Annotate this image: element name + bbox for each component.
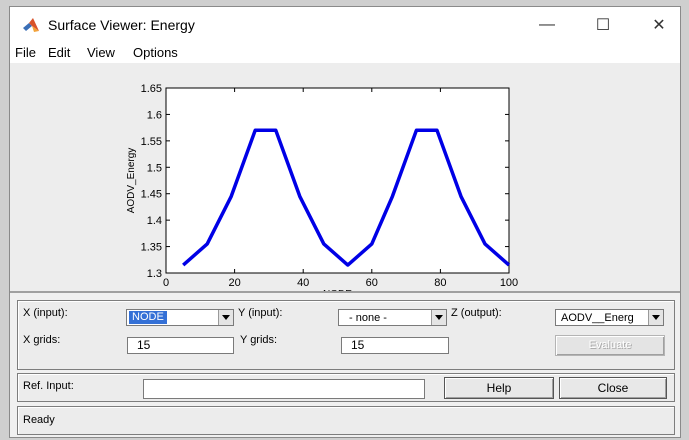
evaluate-button[interactable]: Evaluate — [555, 335, 665, 356]
status-bar: Ready — [17, 406, 675, 435]
x-input-dropdown[interactable]: NODE — [126, 309, 234, 326]
menu-options[interactable]: Options — [133, 45, 178, 60]
x-tick-label: 40 — [297, 277, 309, 289]
help-button[interactable]: Help — [444, 377, 554, 399]
ref-input-label: Ref. Input: — [23, 380, 74, 392]
status-text: Ready — [23, 414, 55, 426]
menu-view[interactable]: View — [87, 45, 115, 60]
y-grids-label: Y grids: — [240, 334, 278, 346]
x-tick-label: 0 — [163, 277, 169, 289]
y-tick-label: 1.3 — [147, 268, 162, 280]
x-tick-label: 60 — [366, 277, 378, 289]
x-grids-field[interactable]: 15 — [127, 337, 234, 354]
window-title: Surface Viewer: Energy — [48, 17, 195, 33]
x-grids-label: X grids: — [23, 334, 61, 346]
menu-bar: File Edit View Options — [10, 43, 680, 63]
ref-input-field[interactable] — [143, 379, 425, 399]
chevron-down-icon — [218, 310, 233, 325]
ref-input-panel: Ref. Input: Help Close — [17, 373, 675, 402]
y-grids-field[interactable]: 15 — [341, 337, 449, 354]
y-tick-label: 1.6 — [147, 109, 162, 121]
y-tick-label: 1.5 — [147, 162, 162, 174]
y-input-label: Y (input): — [238, 307, 283, 319]
x-tick-label: 80 — [434, 277, 446, 289]
menu-file[interactable]: File — [15, 45, 36, 60]
maximize-button[interactable]: ☐ — [595, 17, 611, 34]
y-tick-label: 1.55 — [141, 136, 162, 148]
y-tick-label: 1.4 — [147, 215, 162, 227]
matlab-logo-icon — [23, 18, 39, 32]
separator — [10, 291, 680, 293]
y-tick-label: 1.45 — [141, 189, 162, 201]
io-selection-panel: X (input): NODE Y (input): - none - Z (o… — [17, 300, 675, 370]
title-bar: Surface Viewer: Energy — ☐ ✕ — [10, 7, 680, 43]
close-button[interactable]: Close — [559, 377, 667, 399]
plot-area: 0 20 40 60 80 100 1.3 1.35 1.4 1.45 1.5 1.55 1.6 1.65… — [10, 63, 680, 291]
y-tick-label: 1.35 — [141, 242, 162, 254]
y-tick-label: 1.65 — [141, 83, 162, 95]
surface-viewer-window: Surface Viewer: Energy — ☐ ✕ File Edit V… — [9, 6, 681, 438]
energy-series-line — [183, 130, 509, 265]
z-output-dropdown[interactable]: AODV__Energ — [555, 309, 664, 326]
chevron-down-icon — [648, 310, 663, 325]
minimize-button[interactable]: — — [539, 16, 555, 33]
close-window-button[interactable]: ✕ — [652, 17, 666, 34]
x-input-label: X (input): — [23, 307, 68, 319]
y-input-dropdown[interactable]: - none - — [338, 309, 447, 326]
z-output-label: Z (output): — [451, 307, 502, 319]
menu-edit[interactable]: Edit — [48, 45, 71, 60]
plot-axes-box — [165, 87, 510, 274]
chevron-down-icon — [431, 310, 446, 325]
y-axis-label: AODV_Energy — [126, 148, 137, 214]
surface-plot[interactable]: 0 20 40 60 80 100 1.3 1.35 1.4 1.45 1.5 1.55 1.6 1.65… — [10, 63, 681, 291]
x-tick-label: 20 — [228, 277, 240, 289]
x-axis-label: NODE — [323, 289, 352, 291]
x-tick-label: 100 — [500, 277, 518, 289]
